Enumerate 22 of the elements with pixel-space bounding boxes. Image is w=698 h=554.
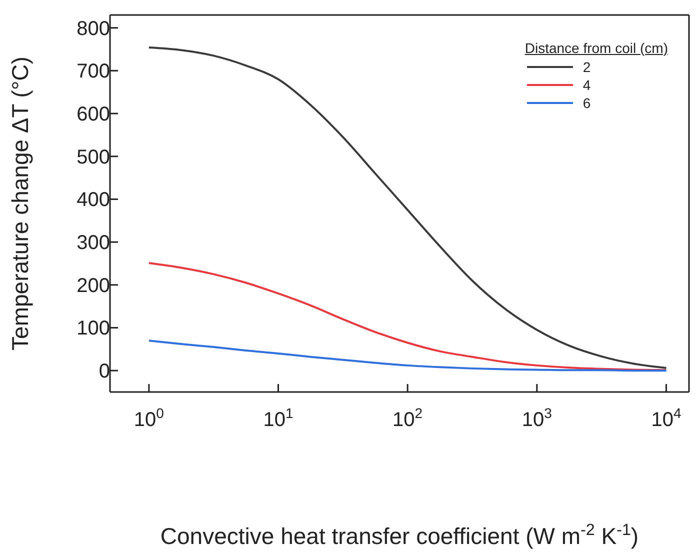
x-tick-label: 10$^{4}$	[651, 405, 682, 431]
y-tick-label: 500	[76, 146, 110, 168]
y-tick-label: 100	[76, 318, 110, 340]
y-tick-label: 200	[76, 274, 110, 297]
x-tick-label: 10$^{3}$	[522, 405, 552, 431]
y-tick-label: 700	[76, 60, 110, 83]
legend-label: 2	[582, 59, 591, 75]
y-tick-label: 0	[98, 360, 110, 383]
x-tick-label: 10$^{1}$	[263, 405, 294, 431]
y-tick-label: 600	[76, 104, 110, 126]
line-series	[148, 262, 668, 372]
legend-label: 6	[582, 95, 591, 111]
y-tick-label: 800	[76, 18, 110, 40]
line-series	[148, 340, 668, 372]
y-tick-label: 400	[76, 189, 110, 212]
y-tick-label: 300	[76, 232, 110, 254]
legend-title: Distance from coil (cm)	[524, 40, 668, 56]
x-tick-label: 10$^{0}$	[134, 405, 164, 431]
y-axis-title: Temperature change ΔT (°C)	[7, 56, 33, 350]
legend-label: 4	[582, 77, 591, 93]
x-tick-label: 10$^{2}$	[392, 405, 423, 431]
x-axis-title: Convective heat transfer coefficient (W m$^{-2}$ K$^{-1}$)	[160, 521, 639, 549]
